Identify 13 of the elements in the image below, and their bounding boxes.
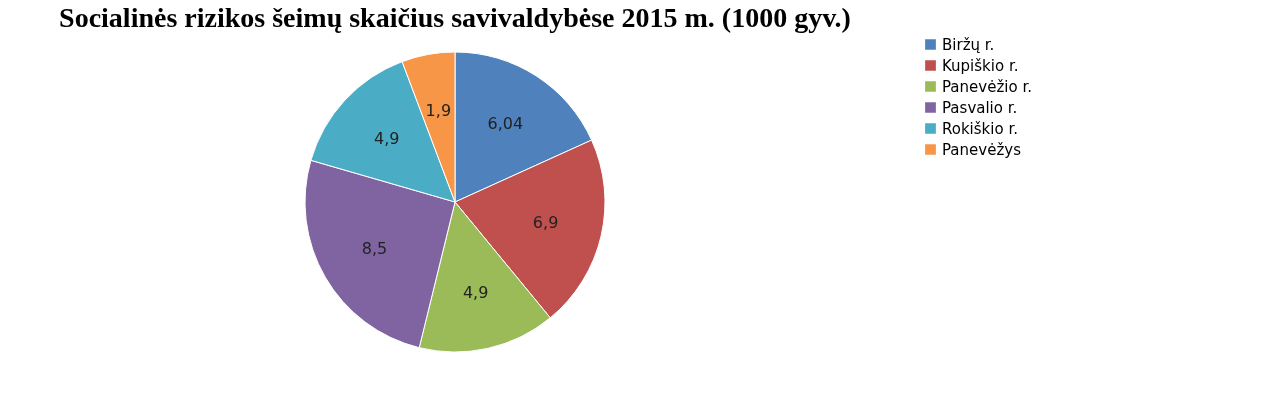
chart-title: Socialinės rizikos šeimų skaičius savivaldybėse 2015 m. (1000 gyv.) [59,2,851,33]
data-label: 4,9 [373,128,400,148]
legend-label: Kupiškio r. [942,56,1019,75]
legend-label: Rokiškio r. [942,119,1018,138]
data-label: 8,5 [361,238,388,258]
data-label: 6,9 [532,213,559,233]
data-label: 6,04 [487,113,524,133]
legend-label: Pasvalio r. [942,98,1018,117]
data-label: 1,9 [425,100,452,120]
legend-label: Panevėžys [942,140,1022,159]
data-label: 4,9 [462,282,489,302]
legend-label: Panevėžio r. [942,77,1032,96]
legend-label: Biržų r. [942,35,995,54]
